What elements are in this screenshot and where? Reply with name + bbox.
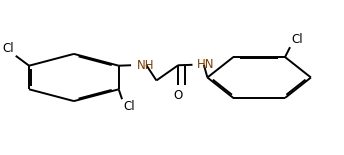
Text: Cl: Cl bbox=[291, 33, 303, 46]
Text: Cl: Cl bbox=[2, 42, 14, 55]
Text: NH: NH bbox=[137, 59, 154, 72]
Text: Cl: Cl bbox=[123, 100, 135, 113]
Text: HN: HN bbox=[196, 58, 214, 71]
Text: O: O bbox=[173, 89, 183, 102]
